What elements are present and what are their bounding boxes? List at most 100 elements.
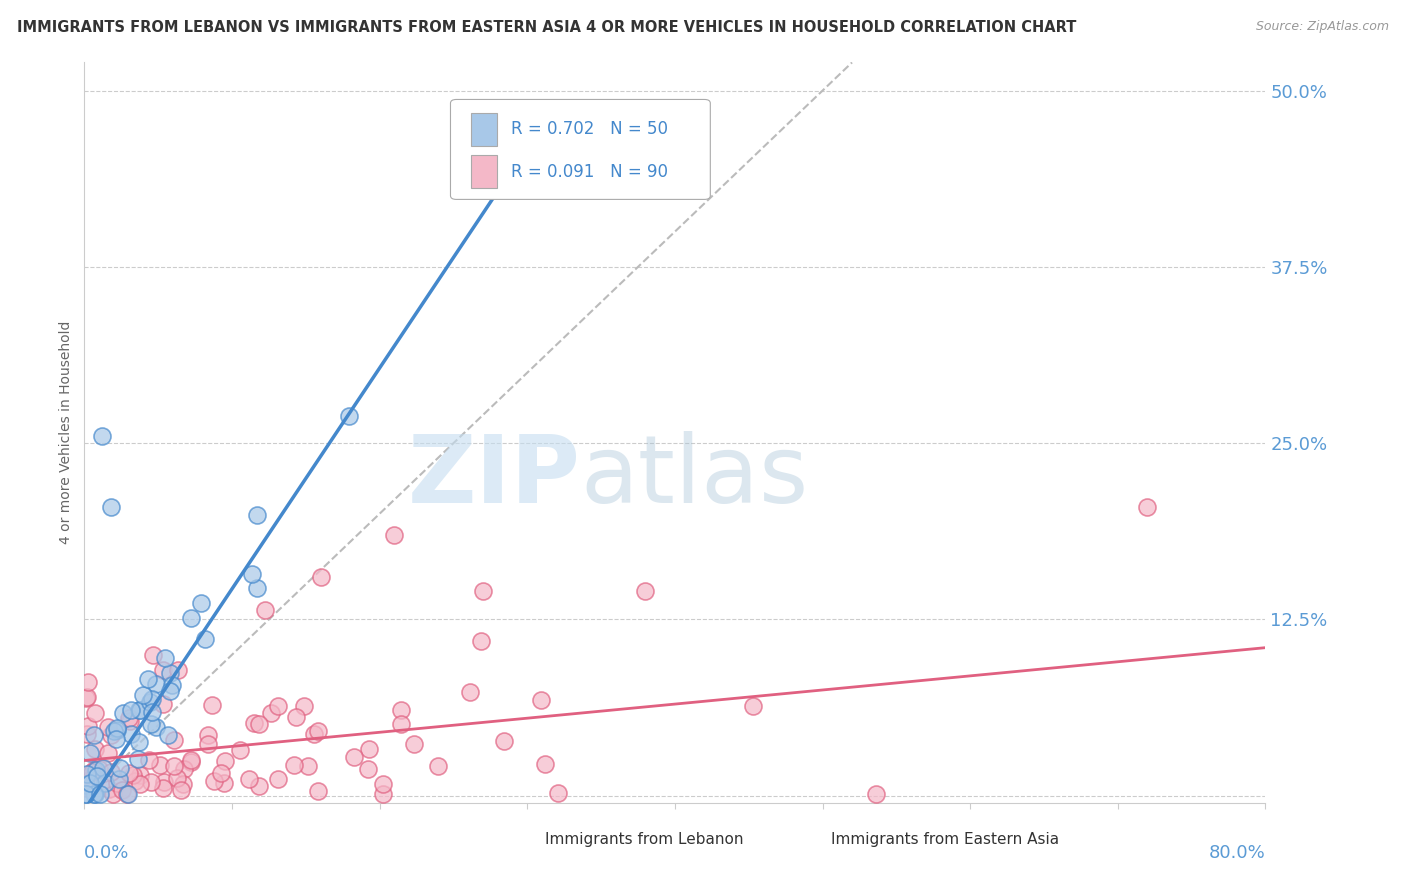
Point [307,724,329,739]
Point [105,723,128,737]
Point [530,693,553,707]
Point [91,429,114,443]
Point [166,771,188,785]
Point [309,570,332,584]
Point [209,766,232,780]
Point [357,762,380,776]
Point [382,528,406,542]
Point [197,738,219,752]
Point [547,786,569,800]
Point [260,706,283,720]
Point [76,690,98,704]
Point [197,728,219,742]
Point [357,742,380,756]
Point [136,672,159,686]
Point [97,720,120,734]
Point [108,772,131,787]
Point [105,732,128,747]
Text: R = 0.702   N = 50: R = 0.702 N = 50 [510,120,668,138]
Point [138,695,160,709]
Text: R = 0.091   N = 90: R = 0.091 N = 90 [510,162,668,181]
Point [391,716,413,731]
Point [865,788,887,802]
Point [145,720,167,734]
Point [337,409,360,423]
Point [242,715,264,730]
Point [152,780,174,795]
Point [83,788,105,802]
Point [201,698,224,712]
Point [84,742,107,756]
Point [172,776,194,790]
Point [84,706,107,721]
Point [100,764,122,779]
Point [76,727,98,741]
Point [634,584,657,599]
Point [75,778,97,792]
Point [533,756,555,771]
Point [294,698,316,713]
Point [89,788,111,802]
Point [101,787,124,801]
Point [190,596,212,610]
Point [79,746,101,760]
Point [145,677,167,691]
Point [404,737,426,751]
Point [121,768,143,782]
Point [77,772,100,787]
Point [152,774,174,789]
Point [86,769,108,783]
Point [141,774,163,789]
Point [253,603,276,617]
FancyBboxPatch shape [508,825,533,853]
Point [389,703,412,717]
Point [97,746,120,760]
Point [170,782,193,797]
Point [75,690,97,705]
Y-axis label: 4 or more Vehicles in Household: 4 or more Vehicles in Household [59,321,73,544]
Point [111,783,134,797]
Point [117,787,139,801]
Point [105,721,128,735]
Point [163,758,186,772]
FancyBboxPatch shape [471,155,496,188]
Point [283,758,305,772]
Point [373,777,395,791]
Point [115,788,138,802]
Point [343,750,366,764]
Point [307,784,329,798]
Text: atlas: atlas [581,431,808,523]
Point [83,764,105,778]
Point [159,684,181,698]
Point [166,663,188,677]
Point [89,762,111,776]
Point [75,787,97,801]
Text: Immigrants from Lebanon: Immigrants from Lebanon [546,831,744,847]
Point [212,776,235,790]
Point [149,757,172,772]
FancyBboxPatch shape [793,825,818,853]
Point [118,766,141,780]
Point [118,714,141,729]
Point [180,753,202,767]
Point [1136,500,1159,514]
Point [427,758,450,772]
Point [247,716,270,731]
Text: ZIP: ZIP [408,431,581,523]
Text: Immigrants from Eastern Asia: Immigrants from Eastern Asia [831,831,1059,847]
Point [120,703,142,717]
Point [152,663,174,677]
Point [75,780,97,795]
Point [246,581,269,595]
Point [373,787,395,801]
Point [108,761,131,775]
Point [458,685,481,699]
Point [139,716,162,731]
Point [180,755,202,769]
Text: 80.0%: 80.0% [1209,844,1265,862]
Text: 0.0%: 0.0% [84,844,129,862]
Point [173,762,195,776]
Point [124,774,146,789]
Point [138,753,160,767]
Point [297,758,319,772]
